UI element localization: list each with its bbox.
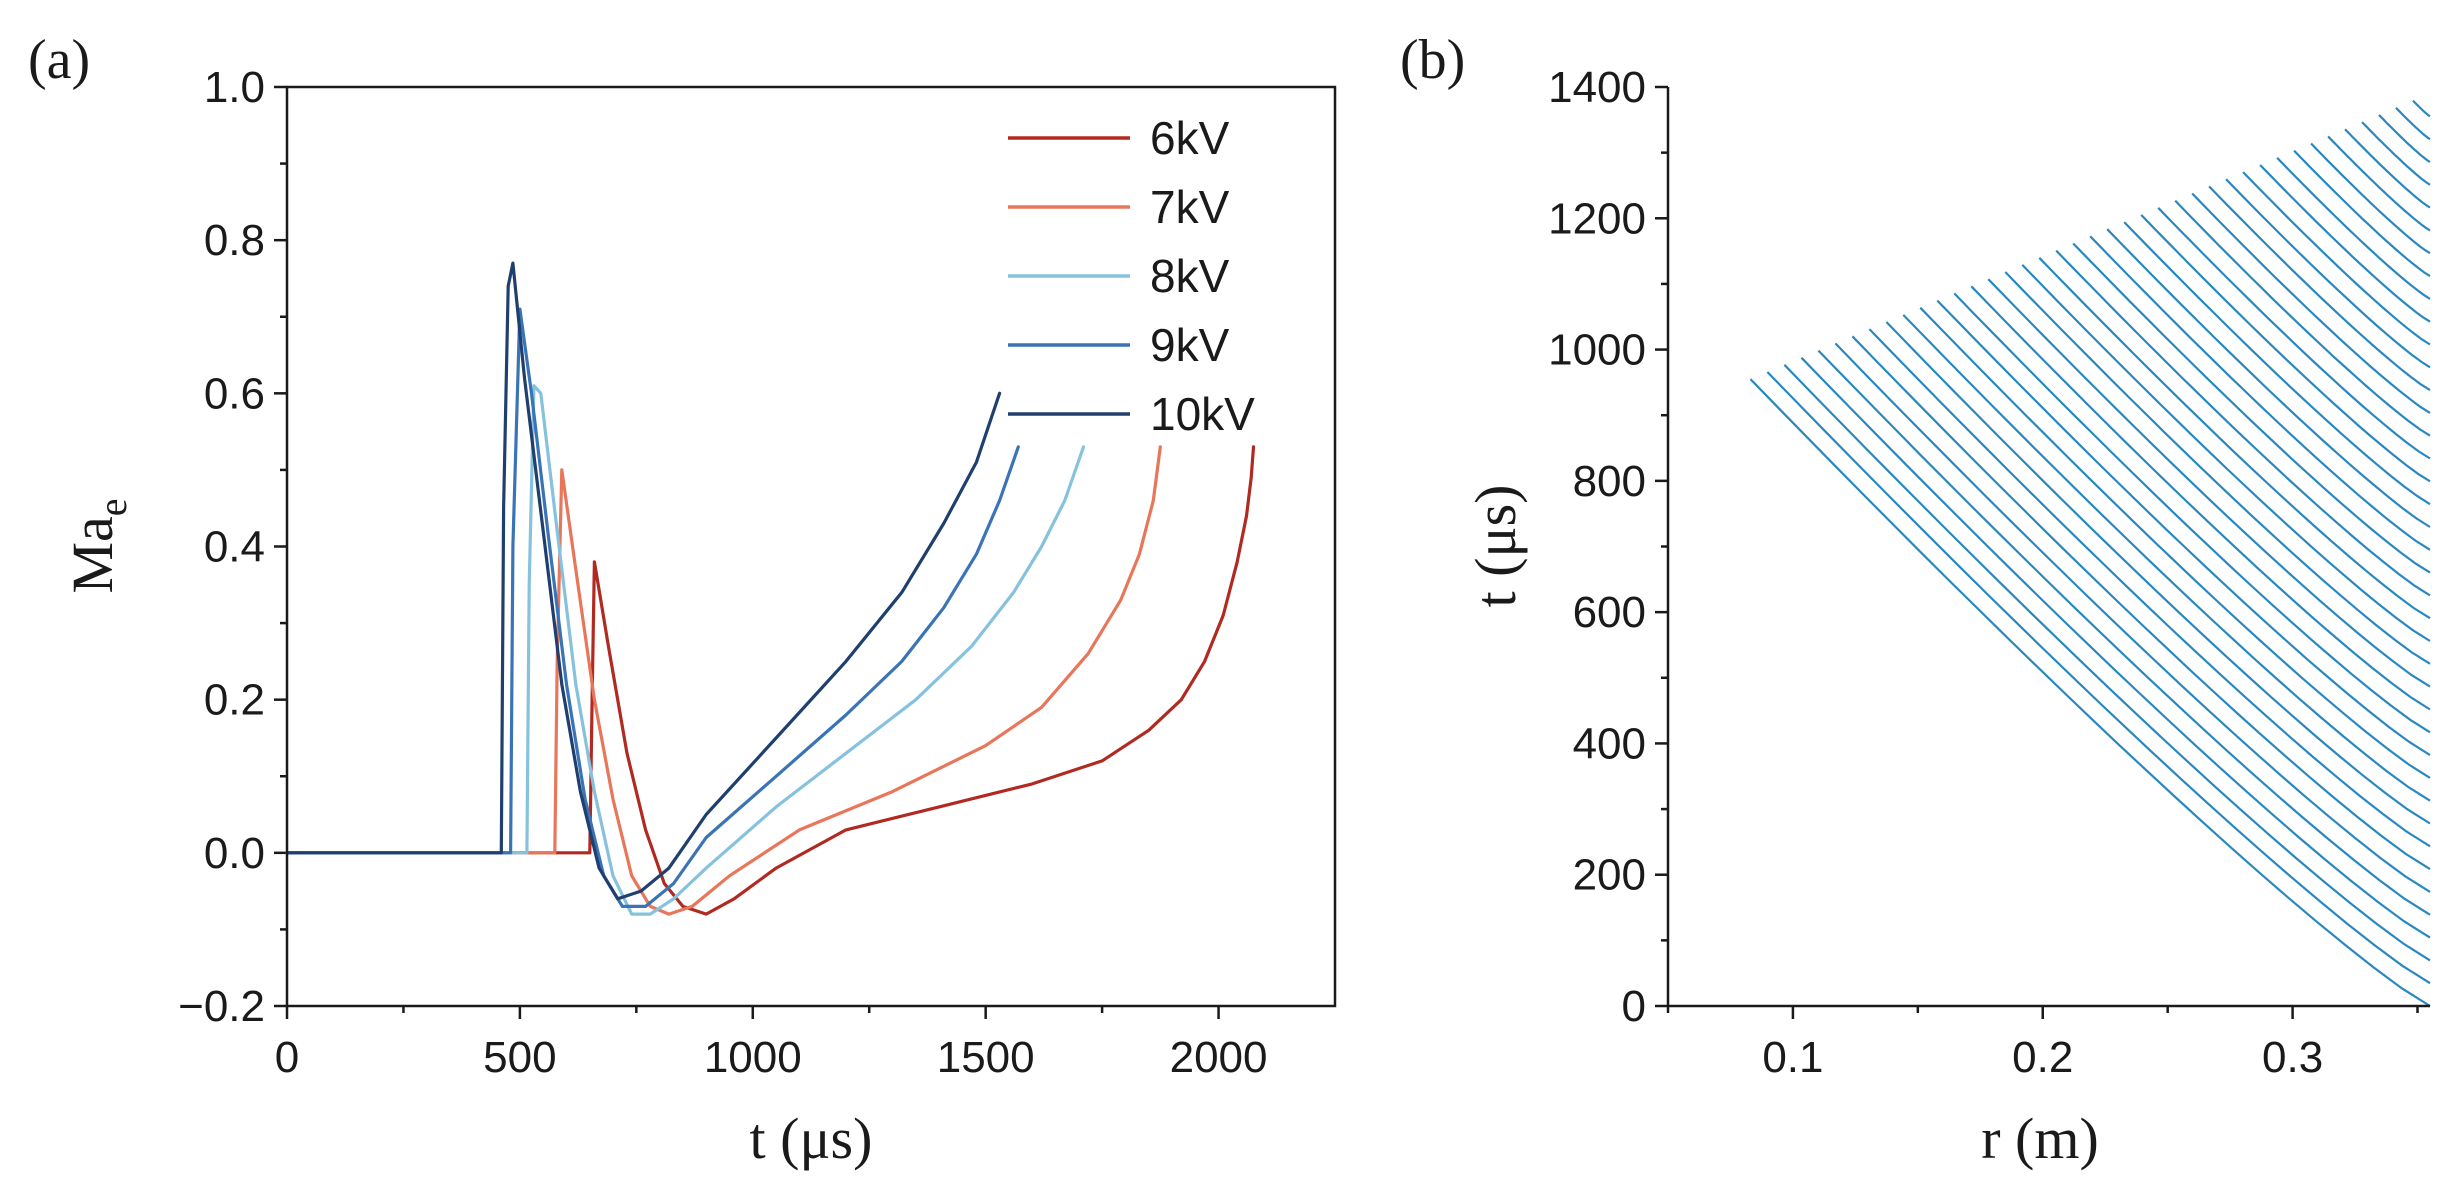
panel-a-ytick-label: 0.4 [204, 523, 265, 572]
panel-b-ytick-label: 800 [1573, 457, 1646, 506]
legend-label-9kV: 9kV [1150, 319, 1230, 371]
panel-a-series [285, 261, 1256, 916]
panel-a-frame [285, 85, 1337, 1008]
characteristic-line [2021, 264, 2431, 642]
characteristic-line [2276, 157, 2431, 300]
svg-text:Mae: Mae [60, 498, 135, 593]
characteristic-line [2293, 149, 2431, 278]
characteristic-line [1800, 356, 2431, 939]
characteristic-line [2361, 121, 2431, 186]
characteristic-line [2344, 128, 2431, 209]
panel-b: (b) 0.1 0.2 0.3 0 200 400 600 800 1000 1200 1400 r… [1400, 29, 2431, 1171]
panel-b-ytick-label: 0 [1622, 982, 1646, 1031]
characteristic-line [2208, 185, 2431, 392]
panel-a-ytick-label: −0.2 [178, 982, 265, 1031]
characteristic-line [1749, 378, 2431, 1007]
characteristic-line [2225, 178, 2431, 369]
panel-b-ytick-label: 200 [1573, 851, 1646, 900]
characteristic-line [2412, 99, 2431, 118]
characteristic-line [1919, 306, 2431, 779]
panel-a-label: (a) [28, 29, 90, 91]
characteristic-line [1817, 349, 2431, 916]
characteristic-line [2191, 192, 2431, 414]
panel-a-ylabel-sub: e [90, 498, 135, 516]
series-line-10kV [285, 261, 1002, 901]
panel-a-ticks: 0 500 1000 1500 2000 −0.2 0.0 0.2 0.4 0.6 0.8 1.0 [178, 63, 1267, 1082]
characteristic-line [2259, 164, 2431, 323]
series-line-8kV [285, 384, 1086, 916]
panel-a-ytick-label: 1.0 [204, 63, 265, 112]
characteristic-line [1902, 314, 2431, 802]
characteristic-line [1936, 299, 2431, 757]
panel-a: (a) 0 500 1000 1500 2000 −0.2 0.0 0.2 0.4 0.6 0.8 1… [28, 29, 1337, 1171]
characteristic-line [1885, 321, 2431, 825]
panel-b-ytick-label: 1400 [1548, 63, 1646, 112]
panel-a-xtick-label: 1000 [704, 1033, 802, 1082]
panel-a-ytick-label: 0.2 [204, 676, 265, 725]
characteristic-line [2123, 221, 2431, 506]
characteristic-line [2310, 142, 2431, 255]
panel-b-label: (b) [1400, 29, 1465, 91]
characteristic-line [2140, 214, 2431, 483]
series-line-7kV [285, 445, 1162, 916]
panel-b-xtick-label: 0.1 [1762, 1033, 1823, 1082]
panel-b-ytick-label: 1200 [1548, 194, 1646, 243]
legend-label-8kV: 8kV [1150, 250, 1230, 302]
panel-b-ytick-label: 1000 [1548, 326, 1646, 375]
legend-label-10kV: 10kV [1150, 388, 1255, 440]
panel-a-xtick-label: 1500 [937, 1033, 1035, 1082]
panel-a-xtick-label: 500 [483, 1033, 556, 1082]
characteristic-line [1851, 335, 2431, 871]
characteristic-line [1987, 278, 2431, 688]
panel-b-ticks: 0.1 0.2 0.3 0 200 400 600 800 1000 1200 1400 [1548, 63, 2419, 1082]
characteristic-line [2038, 257, 2431, 620]
series-line-9kV [285, 307, 1020, 909]
panel-a-ytick-label: 0.6 [204, 369, 265, 418]
characteristic-line [2378, 114, 2431, 163]
panel-b-ytick-label: 400 [1573, 719, 1646, 768]
characteristic-line [2157, 207, 2431, 460]
panel-b-xtick-label: 0.2 [2012, 1033, 2073, 1082]
characteristic-line [2174, 199, 2431, 437]
panel-a-ytick-label: 0.0 [204, 829, 265, 878]
characteristic-line [2106, 228, 2431, 528]
panel-a-ytick-label: 0.8 [204, 216, 265, 265]
panel-b-xlabel: r (m) [1981, 1106, 2099, 1171]
characteristic-line [2004, 271, 2431, 665]
panel-a-xlabel: t (μs) [750, 1106, 873, 1171]
panel-a-ylabel: Mae [60, 498, 135, 593]
characteristic-line [2327, 135, 2431, 232]
characteristic-line [1766, 371, 2431, 985]
panel-a-xtick-label: 2000 [1170, 1033, 1268, 1082]
characteristic-line [1834, 342, 2431, 893]
characteristic-line [1970, 285, 2431, 711]
panel-b-ytick-label: 600 [1573, 588, 1646, 637]
characteristic-line [2089, 235, 2431, 551]
characteristic-line [1868, 328, 2431, 848]
panel-b-xtick-label: 0.3 [2262, 1033, 2323, 1082]
characteristic-line [2242, 171, 2431, 346]
panel-b-characteristic-lines [1749, 99, 2431, 1007]
characteristic-line [2072, 242, 2431, 574]
panel-a-legend: 6kV 7kV 8kV 9kV 10kV [1008, 112, 1255, 440]
characteristic-line [2395, 107, 2431, 141]
characteristic-line [2055, 249, 2431, 597]
legend-label-6kV: 6kV [1150, 112, 1230, 164]
panel-a-ylabel-main: Ma [60, 516, 125, 593]
panel-a-xtick-label: 0 [275, 1033, 299, 1082]
series-line-6kV [285, 445, 1256, 916]
panel-b-axes [1666, 87, 2430, 1008]
characteristic-line [1953, 292, 2431, 734]
legend-label-7kV: 7kV [1150, 181, 1230, 233]
characteristic-line [1783, 364, 2431, 962]
panel-b-ylabel: t (μs) [1463, 485, 1528, 608]
